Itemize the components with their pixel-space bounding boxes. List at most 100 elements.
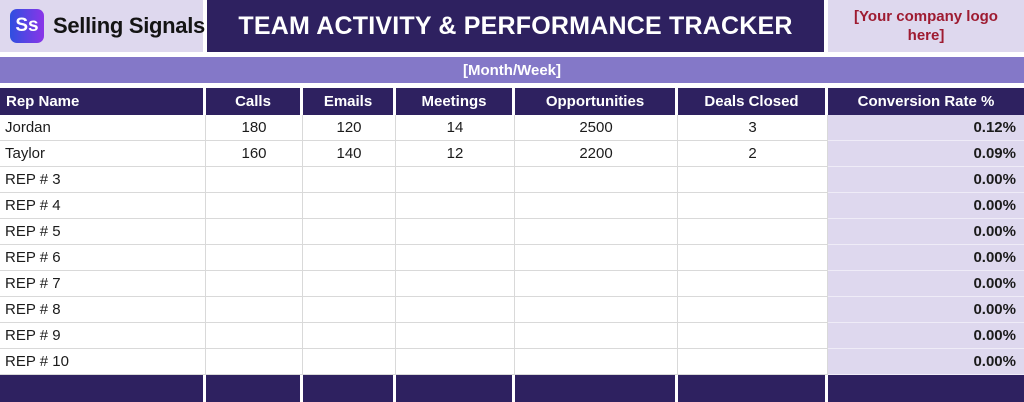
- cell-emails[interactable]: [303, 167, 396, 193]
- cell-conversion[interactable]: 0.12%: [828, 115, 1024, 141]
- cell-conversion[interactable]: 0.00%: [828, 245, 1024, 271]
- cell-deals[interactable]: [678, 297, 828, 323]
- cell-emails[interactable]: [303, 271, 396, 297]
- cell-rep[interactable]: REP # 9: [0, 323, 206, 349]
- tracker-table: Rep Name Calls Emails Meetings Opportunities…: [0, 88, 1024, 402]
- brand-name: Selling Signals: [53, 13, 205, 38]
- table-footer-row: [0, 375, 1024, 402]
- cell-emails[interactable]: [303, 193, 396, 219]
- cell-emails[interactable]: 140: [303, 141, 396, 167]
- period-banner[interactable]: [Month/Week]: [0, 57, 1024, 83]
- selling-signals-logo-icon: Ss: [10, 9, 44, 43]
- cell-calls[interactable]: [206, 167, 303, 193]
- column-header-meetings: Meetings: [396, 88, 515, 115]
- cell-rep[interactable]: REP # 5: [0, 219, 206, 245]
- cell-deals[interactable]: [678, 167, 828, 193]
- cell-opportunities[interactable]: [515, 219, 678, 245]
- cell-conversion[interactable]: 0.00%: [828, 193, 1024, 219]
- cell-rep[interactable]: REP # 6: [0, 245, 206, 271]
- cell-calls[interactable]: 160: [206, 141, 303, 167]
- table-row: REP # 8 0.00%: [0, 297, 1024, 323]
- cell-opportunities[interactable]: [515, 349, 678, 375]
- cell-deals[interactable]: [678, 193, 828, 219]
- table-row: REP # 3 0.00%: [0, 167, 1024, 193]
- cell-meetings[interactable]: [396, 349, 515, 375]
- cell-meetings[interactable]: [396, 271, 515, 297]
- cell-calls[interactable]: 180: [206, 115, 303, 141]
- table-row: REP # 5 0.00%: [0, 219, 1024, 245]
- column-header-opportunities: Opportunities: [515, 88, 678, 115]
- cell-rep[interactable]: Jordan: [0, 115, 206, 141]
- footer-cell-calls: [206, 375, 303, 402]
- company-logo-placeholder: [Your company logo here]: [828, 0, 1024, 52]
- cell-meetings[interactable]: [396, 297, 515, 323]
- cell-meetings[interactable]: [396, 219, 515, 245]
- table-body: Jordan 180 120 14 2500 3 0.12% Taylor 160 140 12 22…: [0, 115, 1024, 375]
- table-row: Jordan 180 120 14 2500 3 0.12%: [0, 115, 1024, 141]
- cell-conversion[interactable]: 0.00%: [828, 297, 1024, 323]
- cell-rep[interactable]: REP # 4: [0, 193, 206, 219]
- cell-calls[interactable]: [206, 323, 303, 349]
- cell-meetings[interactable]: [396, 323, 515, 349]
- cell-opportunities[interactable]: [515, 323, 678, 349]
- cell-meetings[interactable]: [396, 245, 515, 271]
- cell-opportunities[interactable]: [515, 297, 678, 323]
- cell-meetings[interactable]: 14: [396, 115, 515, 141]
- column-header-rep: Rep Name: [0, 88, 206, 115]
- cell-rep[interactable]: REP # 8: [0, 297, 206, 323]
- column-header-emails: Emails: [303, 88, 396, 115]
- cell-calls[interactable]: [206, 245, 303, 271]
- cell-rep[interactable]: REP # 10: [0, 349, 206, 375]
- cell-emails[interactable]: [303, 245, 396, 271]
- cell-conversion[interactable]: 0.00%: [828, 349, 1024, 375]
- table-row: REP # 7 0.00%: [0, 271, 1024, 297]
- cell-emails[interactable]: 120: [303, 115, 396, 141]
- cell-opportunities[interactable]: 2500: [515, 115, 678, 141]
- cell-deals[interactable]: [678, 349, 828, 375]
- cell-opportunities[interactable]: [515, 245, 678, 271]
- cell-rep[interactable]: Taylor: [0, 141, 206, 167]
- cell-conversion[interactable]: 0.09%: [828, 141, 1024, 167]
- cell-opportunities[interactable]: [515, 193, 678, 219]
- cell-calls[interactable]: [206, 297, 303, 323]
- cell-deals[interactable]: 2: [678, 141, 828, 167]
- table-row: REP # 10 0.00%: [0, 349, 1024, 375]
- cell-calls[interactable]: [206, 271, 303, 297]
- cell-opportunities[interactable]: 2200: [515, 141, 678, 167]
- cell-deals[interactable]: [678, 245, 828, 271]
- cell-deals[interactable]: [678, 323, 828, 349]
- cell-opportunities[interactable]: [515, 271, 678, 297]
- table-row: Taylor 160 140 12 2200 2 0.09%: [0, 141, 1024, 167]
- cell-meetings[interactable]: [396, 167, 515, 193]
- cell-calls[interactable]: [206, 193, 303, 219]
- cell-deals[interactable]: 3: [678, 115, 828, 141]
- column-header-conversion: Conversion Rate %: [828, 88, 1024, 115]
- table-header-row: Rep Name Calls Emails Meetings Opportunities…: [0, 88, 1024, 115]
- cell-emails[interactable]: [303, 323, 396, 349]
- cell-conversion[interactable]: 0.00%: [828, 323, 1024, 349]
- cell-deals[interactable]: [678, 271, 828, 297]
- footer-cell-meetings: [396, 375, 515, 402]
- cell-emails[interactable]: [303, 349, 396, 375]
- cell-opportunities[interactable]: [515, 167, 678, 193]
- cell-meetings[interactable]: 12: [396, 141, 515, 167]
- table-row: REP # 6 0.00%: [0, 245, 1024, 271]
- footer-cell-opportunities: [515, 375, 678, 402]
- cell-calls[interactable]: [206, 349, 303, 375]
- cell-conversion[interactable]: 0.00%: [828, 271, 1024, 297]
- cell-calls[interactable]: [206, 219, 303, 245]
- cell-deals[interactable]: [678, 219, 828, 245]
- cell-rep[interactable]: REP # 3: [0, 167, 206, 193]
- top-bar: Ss Selling Signals TEAM ACTIVITY & PERFO…: [0, 0, 1024, 52]
- footer-cell-emails: [303, 375, 396, 402]
- cell-rep[interactable]: REP # 7: [0, 271, 206, 297]
- column-header-calls: Calls: [206, 88, 303, 115]
- period-banner-label: [Month/Week]: [462, 61, 562, 79]
- cell-emails[interactable]: [303, 219, 396, 245]
- cell-meetings[interactable]: [396, 193, 515, 219]
- table-row: REP # 4 0.00%: [0, 193, 1024, 219]
- cell-conversion[interactable]: 0.00%: [828, 167, 1024, 193]
- cell-emails[interactable]: [303, 297, 396, 323]
- cell-conversion[interactable]: 0.00%: [828, 219, 1024, 245]
